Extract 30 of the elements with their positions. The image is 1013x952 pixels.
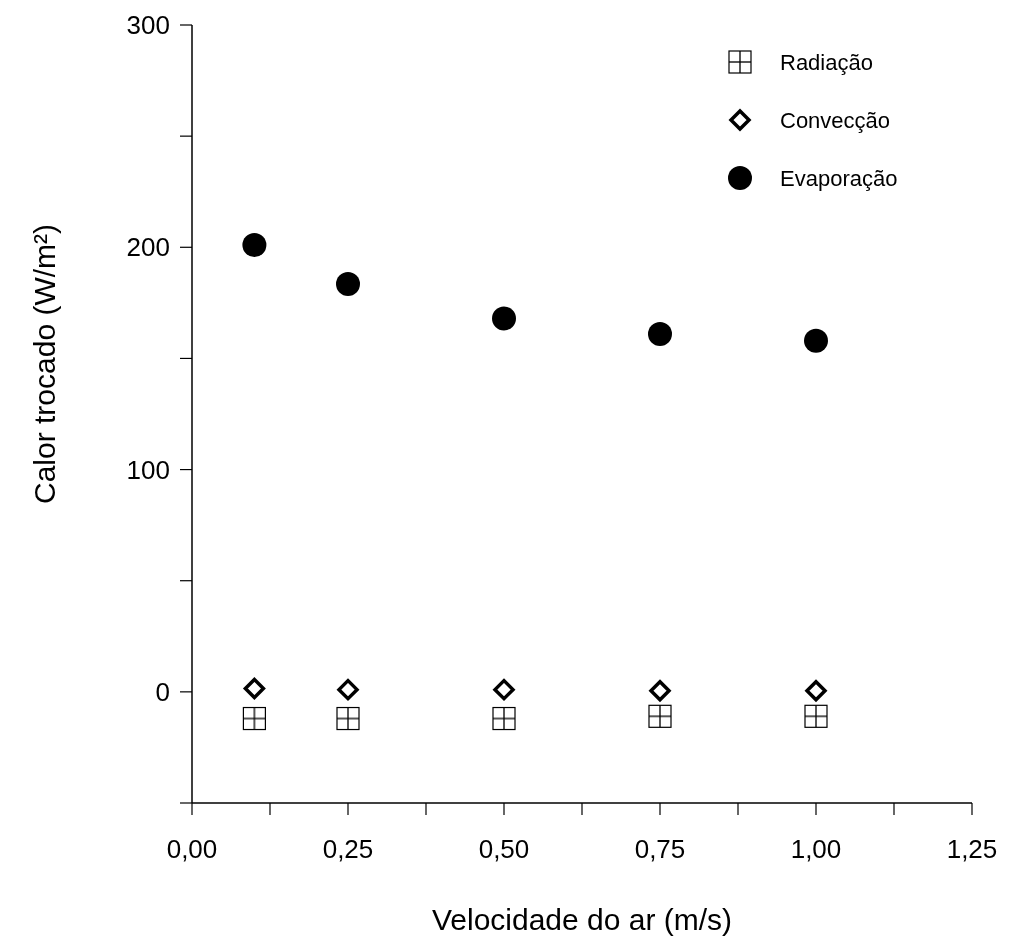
legend-label: Radiação	[780, 49, 873, 75]
point	[336, 271, 360, 296]
y-tick-label: 0	[155, 676, 170, 707]
point	[492, 706, 516, 731]
point	[648, 704, 672, 728]
point	[804, 704, 828, 728]
point	[242, 706, 266, 731]
point	[492, 306, 516, 331]
point	[805, 680, 827, 702]
point	[336, 706, 360, 731]
x-tick-label: 1,25	[946, 834, 998, 864]
point	[648, 321, 672, 346]
point	[243, 677, 266, 700]
x-axis-title: Velocidade do ar (m/s)	[431, 903, 733, 936]
x-tick-label: 1,00	[790, 834, 842, 864]
point	[337, 678, 359, 701]
y-tick-label: 300	[126, 10, 170, 41]
legend-label: Convecção	[780, 107, 891, 133]
legend-label: Evaporação	[780, 165, 898, 191]
y-tick-label: 100	[126, 454, 170, 485]
y-tick-label: 200	[126, 232, 170, 263]
x-tick-label: 0,75	[634, 834, 686, 864]
x-tick-label: 0,25	[322, 834, 374, 864]
point	[649, 680, 671, 702]
point	[804, 328, 828, 353]
y-axis-title: Calor trocado (W/m²)	[28, 223, 61, 505]
point	[242, 233, 267, 258]
x-tick-label: 0,50	[478, 834, 530, 864]
x-tick-label: 0,00	[166, 834, 218, 864]
point	[493, 678, 515, 701]
